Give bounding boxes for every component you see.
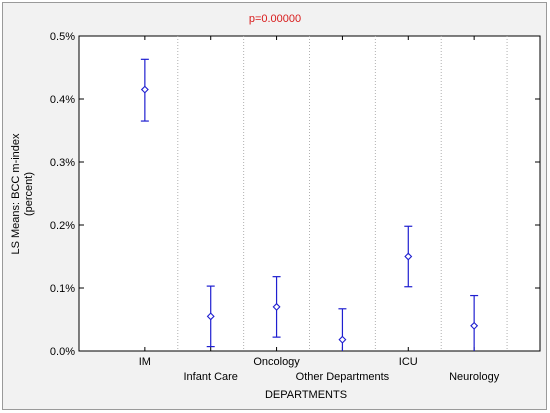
x-axis-title: DEPARTMENTS: [265, 389, 347, 401]
y-axis-title-line-1: LS Means: BCC m-index: [10, 133, 22, 255]
plot-area: [78, 35, 541, 352]
y-axis-title-line-2: (percent): [23, 172, 35, 216]
y-tick-label: 0.0%: [50, 346, 75, 358]
x-axis: IM Infant Care Oncology Other Departments IC…: [139, 36, 500, 383]
mean-marker: [338, 335, 347, 344]
y-tick-label: 0.4%: [50, 94, 75, 106]
y-tick-label: 0.1%: [50, 283, 75, 295]
x-tick-label: Oncology: [253, 356, 300, 368]
mean-marker: [272, 302, 281, 311]
mean-marker: [140, 85, 149, 94]
x-tick-label: IM: [139, 356, 151, 368]
x-tick-label: ICU: [399, 356, 418, 368]
y-tick-label: 0.3%: [50, 157, 75, 169]
y-tick-label: 0.2%: [50, 220, 75, 232]
mean-marker: [404, 252, 413, 261]
mean-marker: [206, 312, 215, 321]
y-tick-label: 0.5%: [50, 31, 75, 43]
chart-title: p=0.00000: [249, 13, 301, 25]
x-tick-label: Neurology: [449, 371, 500, 383]
x-tick-label: Infant Care: [184, 371, 238, 383]
y-axis: 0.0% 0.1% 0.2% 0.3% 0.4% 0.5%: [50, 31, 540, 358]
x-tick-label: Other Departments: [296, 371, 390, 383]
mean-marker: [470, 321, 479, 330]
series-ls-means: [140, 58, 479, 351]
